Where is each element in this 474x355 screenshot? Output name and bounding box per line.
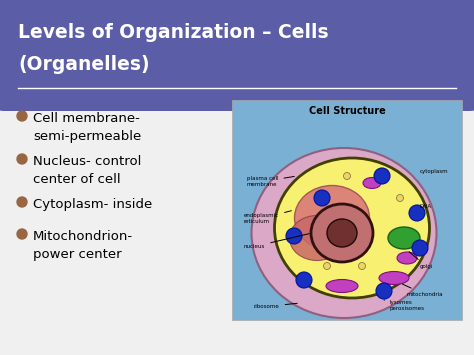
Circle shape bbox=[17, 229, 27, 239]
Circle shape bbox=[17, 197, 27, 207]
Text: lysomes
peroxisomes: lysomes peroxisomes bbox=[384, 300, 425, 311]
FancyBboxPatch shape bbox=[4, 80, 470, 110]
Text: DNA: DNA bbox=[420, 204, 432, 209]
Text: golgi: golgi bbox=[409, 252, 433, 269]
Ellipse shape bbox=[311, 204, 373, 262]
Ellipse shape bbox=[294, 186, 370, 251]
Ellipse shape bbox=[388, 227, 420, 249]
Circle shape bbox=[344, 173, 350, 180]
Text: endoplasmic
reticulum: endoplasmic reticulum bbox=[244, 211, 292, 224]
Ellipse shape bbox=[363, 178, 381, 189]
Text: power center: power center bbox=[33, 248, 122, 261]
Circle shape bbox=[296, 272, 312, 288]
Ellipse shape bbox=[274, 158, 429, 298]
Ellipse shape bbox=[326, 279, 358, 293]
Circle shape bbox=[396, 195, 403, 202]
Circle shape bbox=[374, 168, 390, 184]
Text: Levels of Organization – Cells: Levels of Organization – Cells bbox=[18, 23, 328, 43]
Circle shape bbox=[358, 262, 365, 269]
Text: Cell Structure: Cell Structure bbox=[309, 106, 385, 116]
Text: Nucleus- control: Nucleus- control bbox=[33, 155, 141, 168]
Ellipse shape bbox=[327, 219, 357, 247]
Circle shape bbox=[17, 154, 27, 164]
Text: center of cell: center of cell bbox=[33, 173, 120, 186]
FancyBboxPatch shape bbox=[232, 100, 462, 320]
Circle shape bbox=[314, 190, 330, 206]
Circle shape bbox=[323, 262, 330, 269]
Text: Mitochondrion-: Mitochondrion- bbox=[33, 230, 133, 243]
Text: plasma cell
membrane: plasma cell membrane bbox=[247, 176, 294, 187]
Ellipse shape bbox=[252, 148, 437, 318]
Circle shape bbox=[286, 228, 302, 244]
FancyBboxPatch shape bbox=[0, 0, 474, 111]
Circle shape bbox=[376, 283, 392, 299]
Text: (Organelles): (Organelles) bbox=[18, 55, 150, 73]
Circle shape bbox=[17, 111, 27, 121]
Text: Cytoplasm- inside: Cytoplasm- inside bbox=[33, 198, 152, 211]
Text: Cell membrane-: Cell membrane- bbox=[33, 112, 140, 125]
Text: mitochondria: mitochondria bbox=[402, 284, 444, 297]
Text: semi-permeable: semi-permeable bbox=[33, 130, 141, 143]
Text: cytoplasm: cytoplasm bbox=[420, 169, 448, 174]
Ellipse shape bbox=[290, 215, 345, 261]
Ellipse shape bbox=[379, 272, 409, 284]
Circle shape bbox=[409, 205, 425, 221]
Circle shape bbox=[412, 240, 428, 256]
Text: nucleus: nucleus bbox=[244, 234, 310, 249]
Ellipse shape bbox=[397, 252, 417, 264]
Text: ribosome: ribosome bbox=[254, 303, 297, 309]
